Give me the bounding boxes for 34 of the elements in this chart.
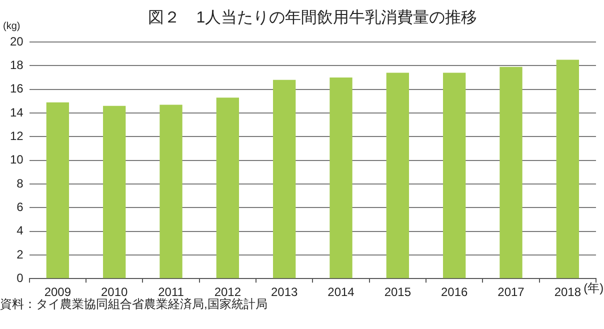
y-tick-label: 4 [16,224,24,238]
x-tick-label: 2015 [384,285,412,300]
bar [273,80,296,278]
x-tick-label: 2009 [44,285,72,300]
x-tick-label: 2011 [158,285,184,300]
y-tick-label: 0 [16,270,24,285]
x-tick-label: 2018 [554,285,582,300]
bar [443,72,466,278]
bar [330,77,352,278]
bar [500,66,522,278]
bar [216,98,240,278]
y-tick-label: 6 [16,200,24,214]
y-tick-label: 20 [10,34,24,48]
x-tick-label: 2013 [270,285,298,300]
y-tick-label: 10 [10,152,24,167]
y-tick-label: 8 [16,176,24,190]
chart-title: 図２ 1人当たりの年間飲用牛乳消費量の推移 [148,8,478,26]
y-tick-label: 2 [16,247,24,262]
x-tick-label: 2016 [440,285,468,300]
y-tick-label: 14 [10,105,24,120]
bar [556,60,579,278]
bar [103,106,126,278]
text: 資料：タイ農業協同組合省農業経済局,国家統計局 [0,296,268,311]
y-tick-label: 12 [10,128,24,143]
x-tick-label: 2010 [100,285,128,300]
x-tick-label: 2017 [498,285,525,300]
y-tick-label: 16 [10,82,24,96]
x-tick-label: 2014 [328,285,355,300]
y-axis-title: (kg) [3,20,20,32]
bar [46,102,70,278]
bar [160,104,182,278]
y-tick-label: 18 [10,58,24,72]
x-axis-title: (年) [584,280,604,295]
bar [386,72,410,278]
